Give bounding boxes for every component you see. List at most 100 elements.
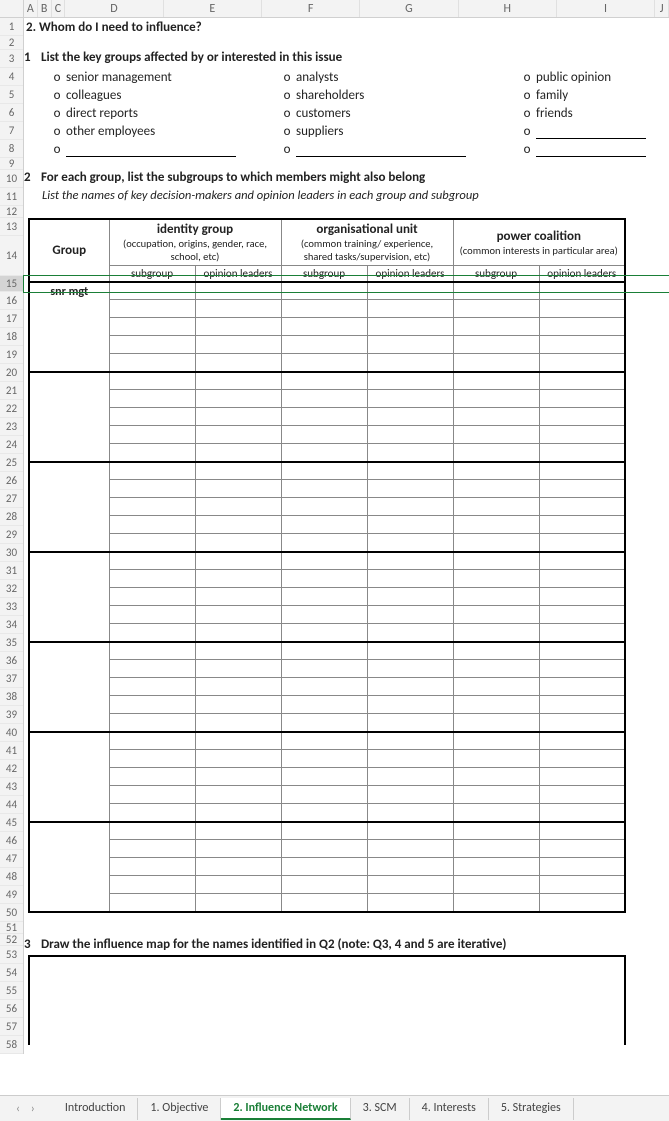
data-cell[interactable] [367, 534, 453, 552]
data-cell[interactable] [367, 498, 453, 516]
row-header-21[interactable]: 21 [0, 382, 23, 400]
data-cell[interactable] [195, 336, 281, 354]
data-cell[interactable] [109, 552, 195, 570]
data-cell[interactable] [367, 642, 453, 660]
data-cell[interactable] [281, 516, 367, 534]
data-cell[interactable] [281, 840, 367, 858]
row-header-38[interactable]: 38 [0, 688, 23, 706]
data-cell[interactable] [453, 462, 539, 480]
data-cell[interactable] [367, 318, 453, 336]
data-cell[interactable] [367, 408, 453, 426]
data-cell[interactable] [367, 732, 453, 750]
row-header-22[interactable]: 22 [0, 400, 23, 418]
data-cell[interactable] [539, 444, 625, 462]
data-cell[interactable] [195, 498, 281, 516]
data-cell[interactable] [109, 354, 195, 372]
data-cell[interactable] [367, 336, 453, 354]
data-cell[interactable] [453, 444, 539, 462]
data-cell[interactable] [281, 318, 367, 336]
data-cell[interactable] [195, 822, 281, 840]
data-cell[interactable] [453, 894, 539, 912]
row-header-31[interactable]: 31 [0, 562, 23, 580]
data-cell[interactable] [281, 282, 367, 300]
data-cell[interactable] [281, 534, 367, 552]
data-cell[interactable] [539, 660, 625, 678]
data-cell[interactable] [453, 354, 539, 372]
data-cell[interactable] [109, 732, 195, 750]
data-cell[interactable] [109, 318, 195, 336]
data-cell[interactable] [109, 876, 195, 894]
row-header-33[interactable]: 33 [0, 598, 23, 616]
data-cell[interactable] [367, 876, 453, 894]
sheet-tab[interactable]: 3. SCM [351, 1098, 410, 1120]
col-header-F[interactable]: F [262, 0, 360, 17]
data-cell[interactable] [367, 606, 453, 624]
data-cell[interactable] [453, 750, 539, 768]
data-cell[interactable] [195, 282, 281, 300]
data-cell[interactable] [539, 696, 625, 714]
data-cell[interactable] [281, 552, 367, 570]
data-cell[interactable] [539, 732, 625, 750]
data-cell[interactable] [539, 336, 625, 354]
row-header-18[interactable]: 18 [0, 328, 23, 346]
data-cell[interactable] [195, 300, 281, 318]
data-cell[interactable] [539, 426, 625, 444]
data-cell[interactable] [281, 570, 367, 588]
data-cell[interactable] [453, 300, 539, 318]
data-cell[interactable] [109, 894, 195, 912]
data-cell[interactable] [195, 444, 281, 462]
row-header-37[interactable]: 37 [0, 670, 23, 688]
data-cell[interactable] [195, 552, 281, 570]
row-header-30[interactable]: 30 [0, 544, 23, 562]
data-cell[interactable] [195, 678, 281, 696]
row-header-49[interactable]: 49 [0, 886, 23, 904]
group-cell[interactable] [29, 732, 109, 822]
row-header-55[interactable]: 55 [0, 982, 23, 1000]
data-cell[interactable] [195, 570, 281, 588]
data-cell[interactable] [109, 426, 195, 444]
data-cell[interactable] [109, 588, 195, 606]
data-cell[interactable] [453, 426, 539, 444]
data-cell[interactable] [281, 678, 367, 696]
data-cell[interactable] [539, 822, 625, 840]
row-header-50[interactable]: 50 [0, 904, 23, 922]
data-cell[interactable] [539, 534, 625, 552]
group-cell[interactable] [29, 822, 109, 912]
data-cell[interactable] [281, 426, 367, 444]
data-cell[interactable] [453, 318, 539, 336]
data-cell[interactable] [453, 552, 539, 570]
data-cell[interactable] [109, 498, 195, 516]
data-cell[interactable] [367, 444, 453, 462]
data-cell[interactable] [453, 768, 539, 786]
data-cell[interactable] [195, 588, 281, 606]
sheet-tab[interactable]: 2. Influence Network [221, 1098, 350, 1120]
data-cell[interactable] [539, 480, 625, 498]
col-header-C[interactable]: C [52, 0, 66, 17]
data-cell[interactable] [109, 678, 195, 696]
data-cell[interactable] [109, 786, 195, 804]
data-cell[interactable] [453, 408, 539, 426]
data-cell[interactable] [453, 534, 539, 552]
data-cell[interactable] [453, 480, 539, 498]
data-cell[interactable] [109, 300, 195, 318]
data-cell[interactable] [367, 858, 453, 876]
data-cell[interactable] [539, 876, 625, 894]
row-header-11[interactable]: 11 [0, 188, 23, 206]
data-cell[interactable] [195, 534, 281, 552]
data-cell[interactable] [453, 516, 539, 534]
row-header-10[interactable]: 10 [0, 170, 23, 188]
data-cell[interactable] [109, 696, 195, 714]
col-header-G[interactable]: G [360, 0, 458, 17]
sheet-tab[interactable]: 1. Objective [138, 1098, 221, 1120]
data-cell[interactable] [281, 732, 367, 750]
data-cell[interactable] [109, 768, 195, 786]
data-cell[interactable] [367, 372, 453, 390]
data-cell[interactable] [109, 462, 195, 480]
data-cell[interactable] [195, 480, 281, 498]
row-header-3[interactable]: 3 [0, 50, 23, 68]
data-cell[interactable] [281, 660, 367, 678]
sheet-tab[interactable]: Introduction [53, 1098, 139, 1120]
row-header-23[interactable]: 23 [0, 418, 23, 436]
row-header-19[interactable]: 19 [0, 346, 23, 364]
data-cell[interactable] [281, 444, 367, 462]
